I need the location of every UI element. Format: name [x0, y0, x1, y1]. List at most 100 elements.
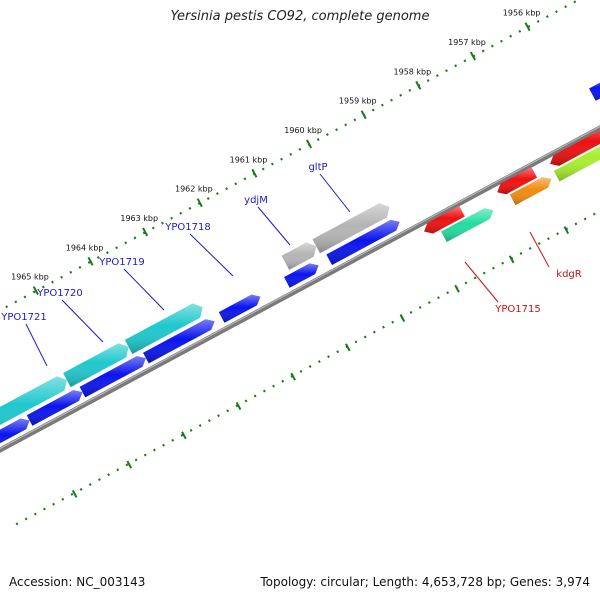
- inner-major-tick: [126, 460, 133, 469]
- gene-label-kdgr[interactable]: kdgR: [556, 269, 581, 280]
- inner-minor-tick: [547, 237, 550, 241]
- kbp-tick-label: 1958 kbp: [394, 67, 432, 76]
- gene-label-gltp[interactable]: gltP: [308, 162, 327, 173]
- inner-minor-tick: [262, 389, 266, 393]
- gene-gltp-feature-shading: [312, 203, 390, 254]
- ruler-minor-tick: [573, 0, 577, 4]
- genome-summary-text: Topology: circular; Length: 4,653,728 bp…: [260, 575, 590, 589]
- inner-minor-tick: [409, 310, 413, 314]
- ruler-minor-tick: [435, 74, 439, 78]
- gene-label-ypo1718[interactable]: YPO1718: [164, 222, 210, 233]
- inner-minor-tick: [134, 458, 138, 462]
- ruler-major-tick: [87, 256, 94, 266]
- kbp-tick-label: 1959 kbp: [339, 97, 377, 106]
- ruler-minor-tick: [371, 108, 375, 112]
- ruler-minor-tick: [161, 221, 164, 225]
- gene-features: [0, 82, 600, 444]
- inner-minor-tick: [207, 419, 211, 423]
- inner-minor-tick: [61, 497, 65, 501]
- ruler-minor-tick: [106, 251, 109, 255]
- ruler-major-tick: [251, 168, 258, 178]
- gene-label-ydjm-leader: [257, 206, 291, 246]
- ruler-minor-tick: [335, 128, 338, 132]
- gene-labels: YPO1721 YPO1720 YPO1719 YPO1718 ydjM gltP YPO1…: [0, 162, 582, 367]
- ruler-minor-tick: [60, 275, 64, 279]
- gene-label-ypo1715[interactable]: YPO1715: [494, 304, 540, 315]
- map-title: Yersinia pestis CO92, complete genome: [170, 9, 430, 24]
- ruler-minor-tick: [509, 34, 513, 38]
- inner-major-tick: [290, 372, 296, 381]
- backbone-line: [0, 125, 600, 453]
- ruler-minor-tick: [23, 295, 27, 299]
- ruler-minor-tick: [51, 280, 54, 284]
- ruler-minor-tick: [87, 261, 91, 264]
- ruler-major-tick: [306, 139, 313, 149]
- gene-label-ypo1719[interactable]: YPO1719: [98, 257, 144, 268]
- inner-minor-tick: [15, 522, 19, 526]
- kbp-tick-label: 1961 kbp: [230, 155, 268, 164]
- inner-minor-tick: [574, 222, 578, 226]
- gene-blue-feature-1-shading: [0, 418, 30, 444]
- inner-minor-tick: [152, 448, 156, 452]
- inner-minor-tick: [446, 291, 450, 295]
- ruler-minor-tick: [133, 236, 137, 240]
- ruler-minor-tick: [298, 147, 302, 151]
- inner-major-tick: [71, 489, 78, 498]
- gene-blue-feature-6-shading: [284, 263, 319, 288]
- inner-minor-tick: [70, 492, 74, 496]
- ruler-minor-tick: [179, 211, 183, 215]
- gene-ypo1721-feature-shading: [0, 376, 67, 426]
- gene-label-ydjm[interactable]: ydjM: [244, 195, 268, 206]
- gene-blue-feature-4-shading: [143, 319, 215, 364]
- kbp-tick-label: 1960 kbp: [284, 126, 322, 135]
- accession-text: Accession: NC_003143: [9, 575, 146, 589]
- inner-minor-tick: [107, 473, 110, 477]
- gene-red-feature-1-shading: [424, 205, 465, 234]
- gene-label-ypo1721-leader: [25, 323, 48, 367]
- inner-minor-tick: [583, 217, 587, 221]
- ruler-minor-tick: [225, 187, 228, 191]
- ruler-minor-tick: [170, 216, 173, 220]
- gene-label-ypo1721[interactable]: YPO1721: [0, 312, 46, 323]
- inner-minor-tick: [52, 502, 56, 506]
- ruler-minor-tick: [325, 133, 329, 137]
- ruler-major-tick: [142, 227, 149, 237]
- ruler-minor-tick: [445, 69, 448, 73]
- ruler-minor-tick: [454, 64, 458, 68]
- ruler-minor-tick: [463, 59, 467, 63]
- genome-backbone: [0, 125, 600, 453]
- inner-minor-tick: [217, 414, 220, 418]
- gene-ydjm-feature-shading: [281, 242, 317, 270]
- ruler-minor-tick: [41, 285, 45, 289]
- gene-label-kdgr-leader: [529, 231, 550, 268]
- inner-minor-tick: [180, 433, 184, 437]
- gene-blue-feature-7-shading: [326, 219, 400, 266]
- ruler-minor-tick: [481, 49, 485, 53]
- inner-major-tick: [508, 255, 515, 264]
- ruler-minor-tick: [564, 5, 568, 9]
- ruler-minor-tick: [270, 162, 274, 166]
- gene-ypo1715-feature-shading: [441, 208, 494, 243]
- inner-minor-tick: [24, 517, 28, 521]
- inner-minor-tick: [354, 340, 358, 344]
- inner-minor-tick: [418, 306, 422, 309]
- inner-minor-tick: [299, 369, 303, 373]
- ruler-minor-tick: [344, 123, 348, 127]
- inner-minor-tick: [125, 463, 129, 467]
- kbp-tick-label: 1965 kbp: [11, 273, 49, 282]
- inner-minor-tick: [336, 350, 340, 354]
- ruler-major-tick: [415, 80, 422, 90]
- gene-label-ypo1720[interactable]: YPO1720: [36, 288, 82, 299]
- ruler-minor-tick: [390, 98, 393, 102]
- ruler-minor-tick: [234, 182, 238, 186]
- ruler-minor-tick: [426, 79, 430, 82]
- gene-blue-feature-8-shading: [589, 82, 600, 101]
- inner-minor-tick: [143, 453, 147, 457]
- gene-lime-feature-shading: [553, 146, 600, 182]
- kbp-tick-label: 1963 kbp: [120, 214, 158, 223]
- inner-tick-ring: [15, 212, 596, 526]
- inner-minor-tick: [308, 365, 312, 368]
- gene-label-gltp-leader: [319, 173, 351, 213]
- ruler-minor-tick: [69, 270, 73, 274]
- gene-ypo1718-feature-shading: [218, 294, 261, 323]
